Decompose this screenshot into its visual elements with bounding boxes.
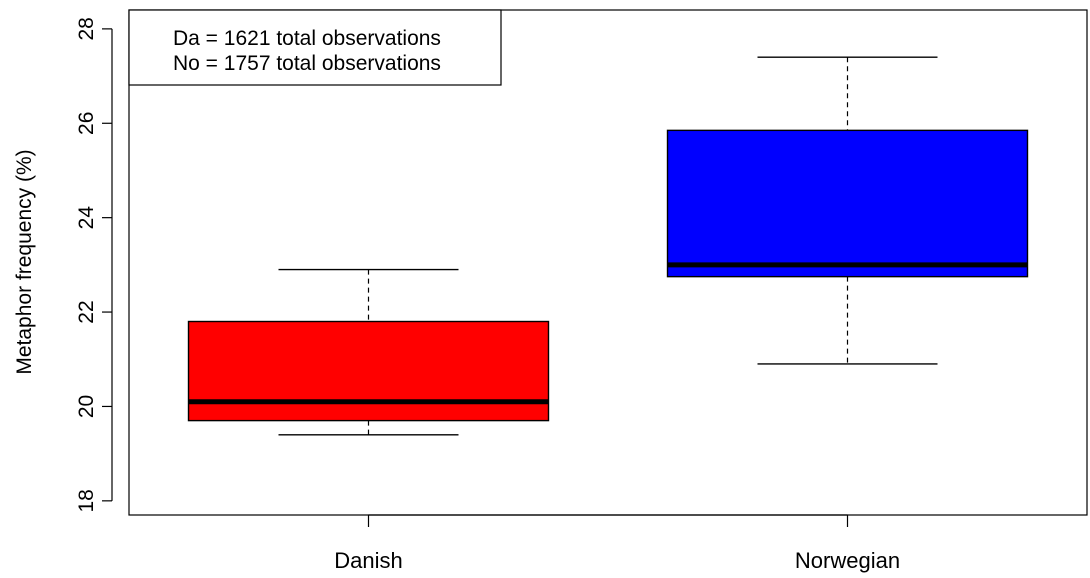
legend-entry-danish: Da = 1621 total observations xyxy=(173,27,441,50)
y-axis-label: Metaphor frequency (%) xyxy=(13,149,36,374)
y-tick-label-28: 28 xyxy=(75,17,98,40)
legend-box xyxy=(128,9,502,86)
iqr-box-danish xyxy=(187,320,550,422)
y-tick-label-26: 26 xyxy=(75,112,98,135)
y-tick-label-22: 22 xyxy=(75,300,98,323)
y-tick-label-18: 18 xyxy=(75,489,98,512)
iqr-box-norwegian xyxy=(666,129,1029,278)
legend: Da = 1621 total observations No = 1757 t… xyxy=(128,9,502,86)
y-tick-label-20: 20 xyxy=(75,395,98,418)
x-tick-label-danish: Danish xyxy=(334,548,402,573)
x-tick-label-norwegian: Norwegian xyxy=(795,548,900,573)
box-norwegian xyxy=(666,56,1029,365)
legend-entry-norwegian: No = 1757 total observations xyxy=(173,52,441,75)
x-axis: Danish Norwegian xyxy=(334,514,900,573)
box-danish xyxy=(187,268,550,436)
plot-area xyxy=(187,56,1029,436)
y-axis: 18 20 22 24 26 28 xyxy=(75,17,113,513)
y-tick-label-24: 24 xyxy=(75,206,98,230)
